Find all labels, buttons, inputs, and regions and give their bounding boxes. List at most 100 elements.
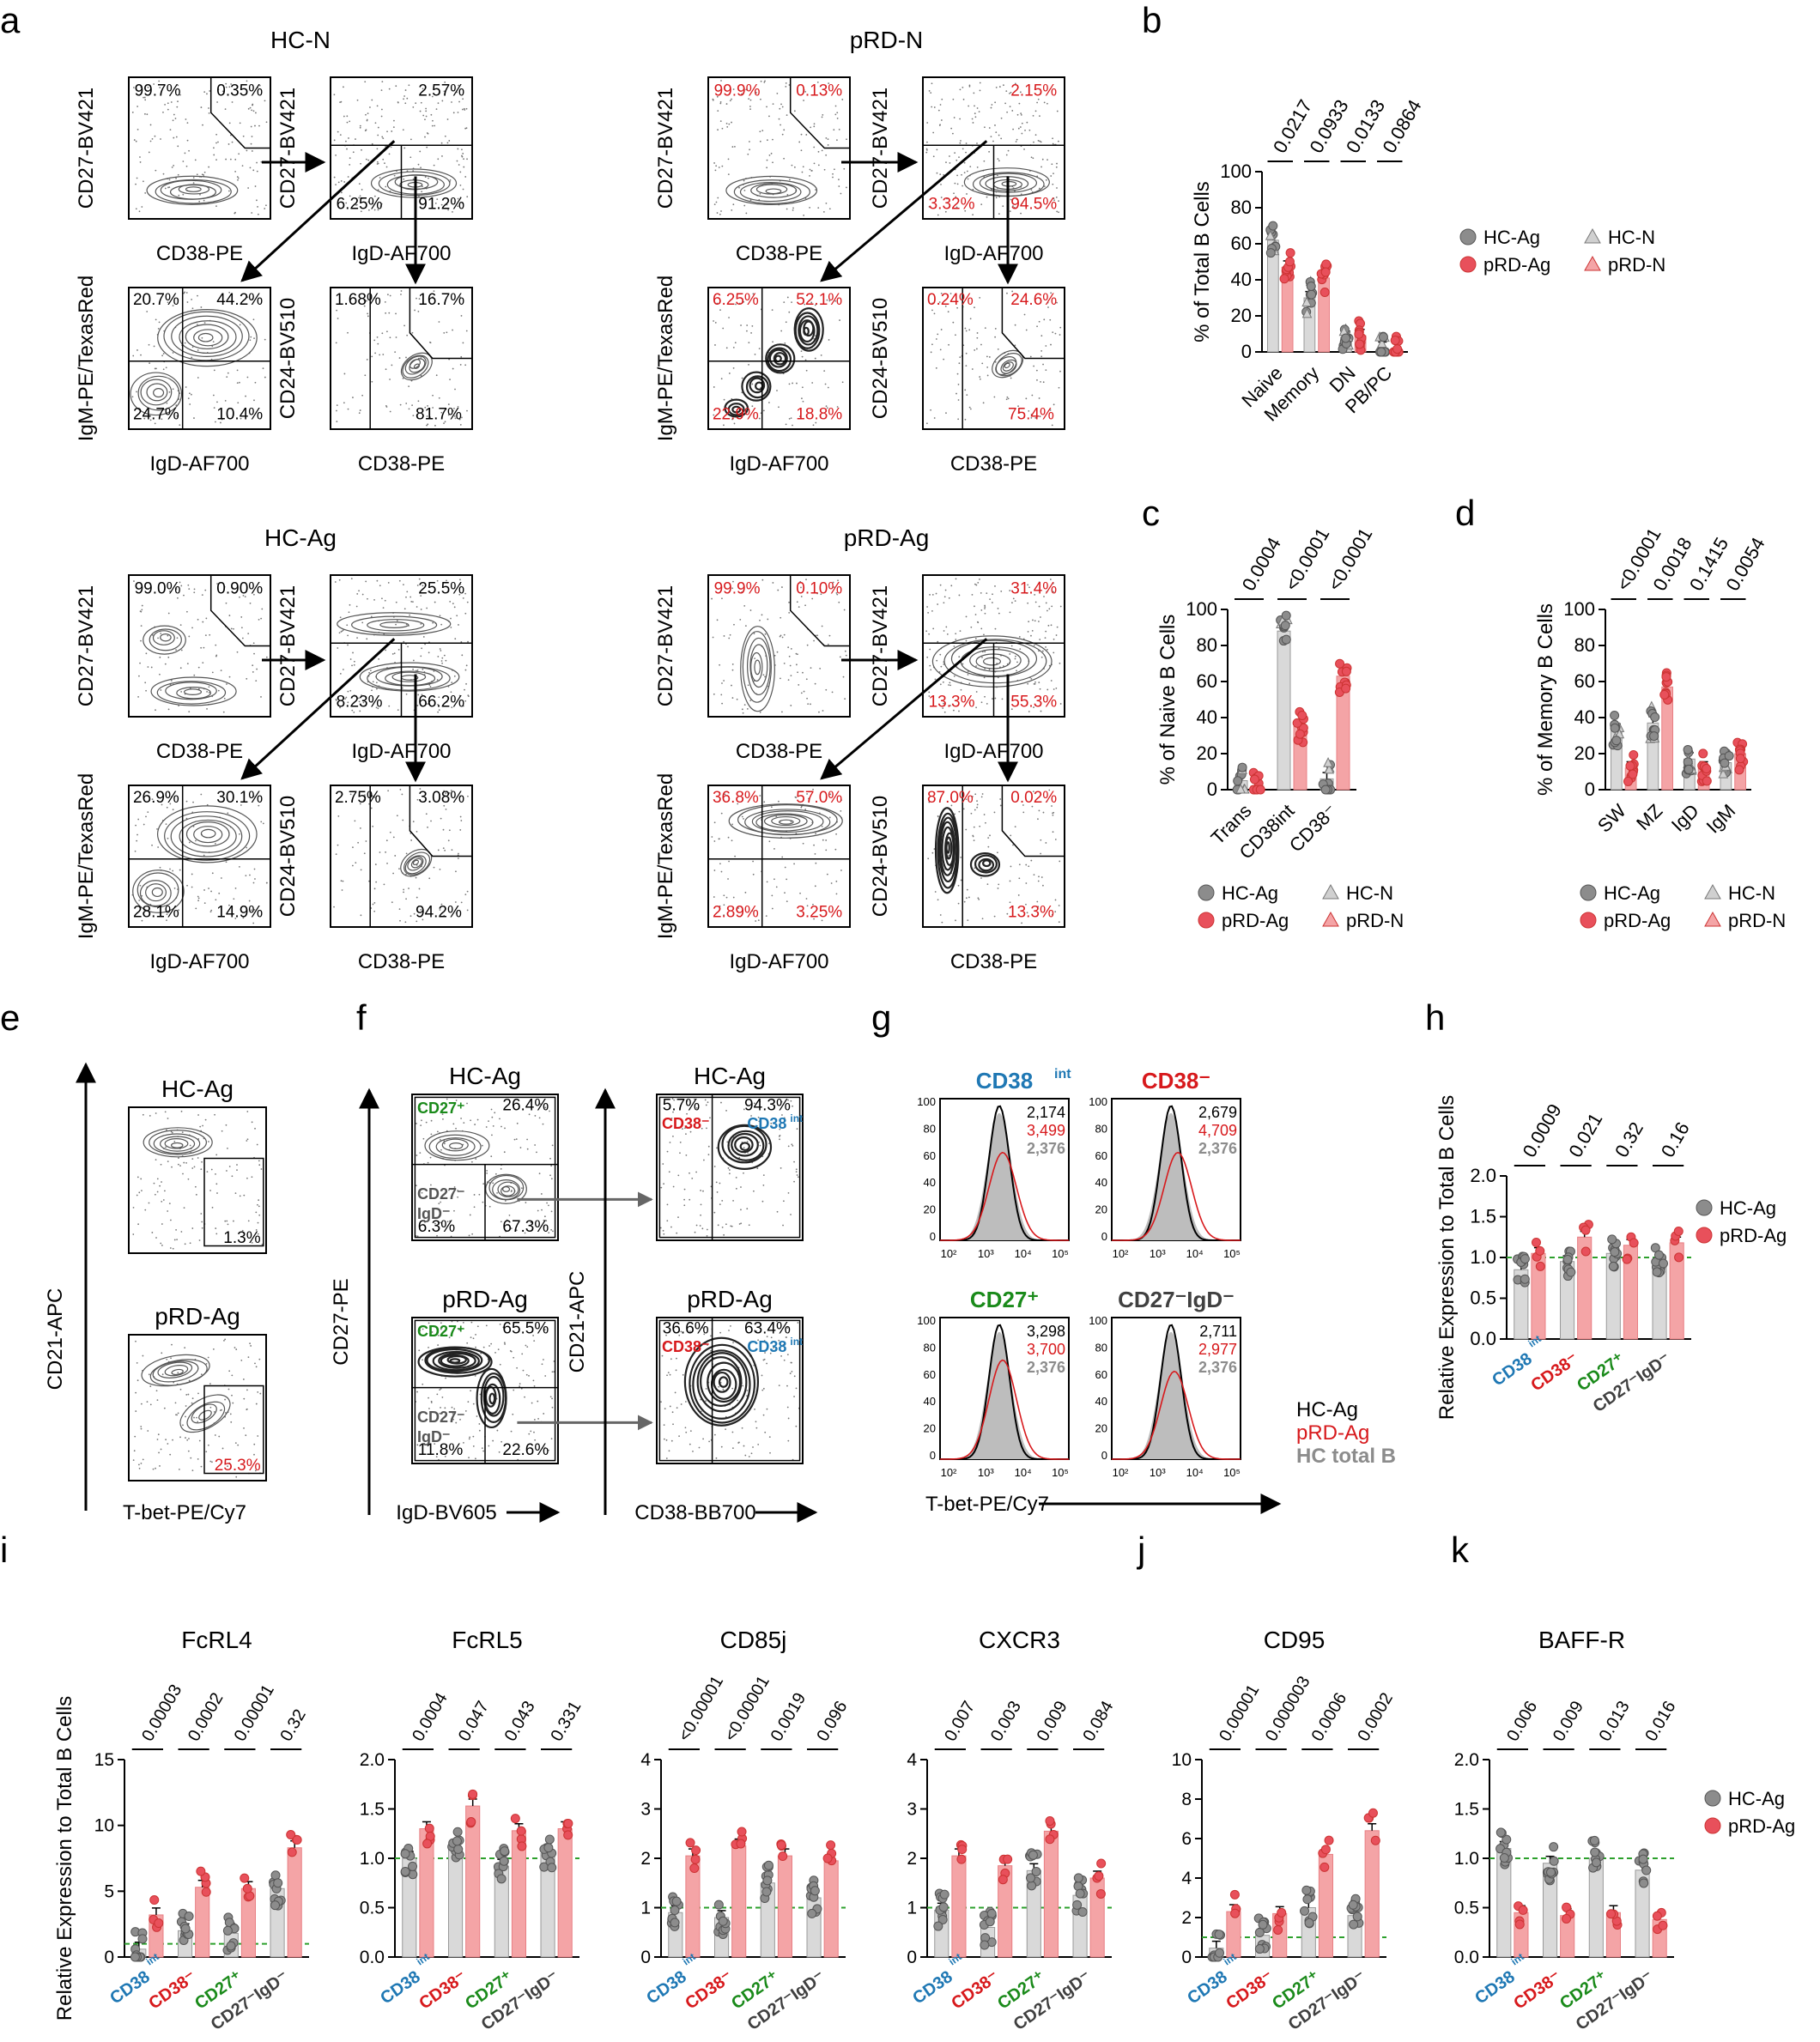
chart-title: BAFF-R (1538, 1627, 1625, 1653)
flow-event-dot (930, 351, 932, 354)
gate-percentage: 0.13% (796, 82, 842, 100)
flow-event-dot (738, 1441, 740, 1444)
flow-event-dot (749, 106, 751, 107)
flow-event-dot (520, 1387, 523, 1390)
flow-event-dot (733, 422, 736, 425)
flow-contour (170, 1142, 184, 1148)
flow-event-dot (933, 106, 936, 108)
flow-event-dot (358, 183, 361, 185)
flow-event-dot (256, 170, 258, 173)
flow-event-dot (537, 1209, 539, 1212)
flow-event-dot (225, 86, 228, 88)
flow-event-dot (1040, 656, 1043, 658)
data-point-hc-ag (986, 1908, 997, 1918)
flow-event-dot (224, 1220, 227, 1222)
gate-percentage: 13.3% (929, 693, 975, 711)
flow-event-dot (453, 606, 456, 609)
flow-event-dot (743, 300, 745, 303)
flow-event-dot (350, 578, 353, 580)
flow-event-dot (349, 163, 351, 166)
flow-event-dot (737, 1399, 739, 1402)
flow-event-dot (149, 124, 152, 126)
flow-event-dot (440, 1201, 442, 1203)
flow-event-dot (741, 591, 743, 593)
flow-event-dot (250, 125, 252, 128)
legend-marker-prd-n (1584, 255, 1601, 271)
flow-event-dot (478, 1429, 481, 1432)
flow-event-dot (197, 897, 200, 900)
flow-event-dot (504, 1200, 507, 1202)
flow-event-dot (962, 808, 965, 810)
y-tick-label: 5 (104, 1881, 114, 1901)
flow-event-dot (926, 141, 928, 143)
flow-event-dot (825, 839, 828, 841)
flow-event-dot (355, 605, 358, 608)
flow-event-dot (781, 133, 784, 136)
flow-event-dot (191, 356, 193, 359)
flow-event-dot (752, 1190, 755, 1192)
flow-event-dot (474, 1375, 476, 1377)
flow-event-dot (200, 793, 203, 796)
flow-event-dot (476, 1118, 479, 1121)
flow-event-dot (207, 1356, 209, 1359)
flow-event-dot (427, 423, 429, 426)
flow-event-dot (1026, 592, 1028, 595)
flow-event-dot (239, 122, 241, 124)
flow-event-dot (446, 142, 449, 144)
flow-event-dot (725, 103, 728, 105)
flow-event-dot (456, 91, 458, 94)
flow-event-dot (347, 690, 349, 693)
flow-event-dot (1053, 403, 1055, 406)
flow-event-dot (717, 197, 719, 199)
flow-event-dot (490, 1155, 493, 1158)
flow-event-dot (337, 647, 339, 649)
flow-event-dot (246, 376, 249, 379)
flow-event-dot (1058, 211, 1059, 214)
flow-event-dot (218, 892, 221, 894)
flow-event-dot (960, 857, 962, 858)
bar-prd-ag (557, 1828, 573, 1958)
flow-contour (184, 688, 203, 696)
flow-event-dot (191, 299, 192, 300)
flow-event-dot (412, 821, 415, 823)
flow-event-dot (433, 290, 435, 293)
flow-event-dot (255, 1229, 258, 1231)
flow-event-dot (359, 409, 361, 411)
flow-event-dot (385, 839, 388, 842)
flow-event-dot (676, 1407, 678, 1409)
flow-event-dot (992, 140, 994, 142)
flow-event-dot (192, 177, 195, 179)
flow-event-dot (1011, 290, 1014, 293)
flow-event-dot (454, 388, 456, 391)
flow-event-dot (452, 329, 453, 331)
flow-event-dot (362, 799, 365, 802)
flow-event-dot (548, 1204, 549, 1207)
flow-event-dot (452, 367, 454, 370)
flow-event-dot (403, 888, 405, 891)
y-tick-label: 40 (1574, 706, 1595, 728)
y-axis-label: % of Memory B Cells (1534, 603, 1557, 796)
data-point-prd-ag (1045, 1816, 1055, 1827)
flow-event-dot (1020, 113, 1022, 116)
flow-event-dot (367, 312, 369, 315)
flow-contour (400, 848, 433, 877)
flow-contour (740, 626, 775, 712)
flow-event-dot (1051, 805, 1053, 807)
flow-event-dot (455, 1127, 457, 1130)
flow-event-dot (1038, 187, 1040, 190)
flow-event-dot (836, 406, 839, 408)
flow-event-dot (1025, 205, 1028, 208)
flow-event-dot (664, 1342, 666, 1345)
flow-event-dot (456, 615, 458, 617)
flow-event-dot (1034, 601, 1037, 603)
flow-event-dot (549, 1110, 550, 1112)
flow-event-dot (524, 1396, 525, 1398)
flow-event-dot (182, 1172, 184, 1175)
flow-event-dot (974, 112, 976, 115)
flow-event-dot (746, 1141, 749, 1142)
flow-event-dot (1038, 605, 1040, 608)
flow-event-dot (167, 791, 170, 794)
flow-contour (185, 821, 230, 847)
flow-event-dot (461, 416, 463, 419)
flow-event-dot (420, 655, 422, 657)
